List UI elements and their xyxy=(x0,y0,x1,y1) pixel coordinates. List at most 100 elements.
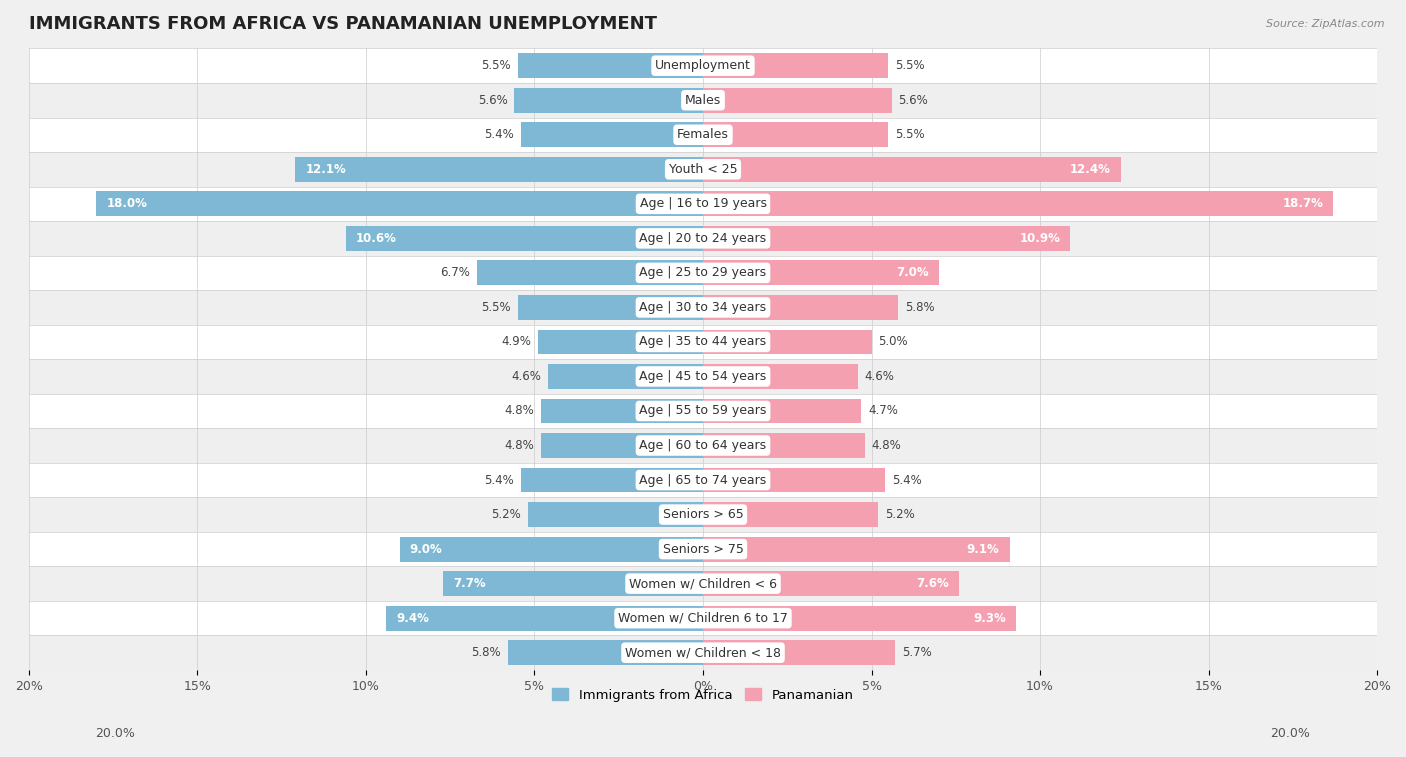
Text: 4.8%: 4.8% xyxy=(872,439,901,452)
Text: 5.4%: 5.4% xyxy=(485,128,515,142)
Bar xyxy=(387,606,703,631)
Bar xyxy=(30,635,1376,670)
Bar xyxy=(30,152,1376,186)
Bar xyxy=(703,537,1010,562)
Text: 5.2%: 5.2% xyxy=(884,508,915,521)
Bar xyxy=(477,260,703,285)
Text: 4.7%: 4.7% xyxy=(868,404,898,418)
Text: 5.4%: 5.4% xyxy=(891,474,921,487)
Bar xyxy=(703,123,889,147)
Bar xyxy=(295,157,703,182)
Text: 20.0%: 20.0% xyxy=(96,727,135,740)
Legend: Immigrants from Africa, Panamanian: Immigrants from Africa, Panamanian xyxy=(547,683,859,707)
Bar xyxy=(522,468,703,493)
Text: Age | 55 to 59 years: Age | 55 to 59 years xyxy=(640,404,766,418)
Bar xyxy=(399,537,703,562)
Bar xyxy=(538,329,703,354)
Text: 4.8%: 4.8% xyxy=(505,439,534,452)
Text: 6.7%: 6.7% xyxy=(440,266,471,279)
Text: 5.8%: 5.8% xyxy=(471,646,501,659)
Text: 18.0%: 18.0% xyxy=(107,198,148,210)
Text: Age | 20 to 24 years: Age | 20 to 24 years xyxy=(640,232,766,245)
Bar xyxy=(443,572,703,596)
Text: 5.5%: 5.5% xyxy=(481,59,510,72)
Bar xyxy=(30,48,1376,83)
Bar xyxy=(30,221,1376,256)
Bar xyxy=(527,502,703,527)
Bar xyxy=(30,359,1376,394)
Text: 5.5%: 5.5% xyxy=(481,301,510,314)
Text: 4.6%: 4.6% xyxy=(865,370,894,383)
Bar xyxy=(30,290,1376,325)
Bar xyxy=(703,157,1121,182)
Text: Seniors > 75: Seniors > 75 xyxy=(662,543,744,556)
Bar xyxy=(703,364,858,389)
Bar xyxy=(703,640,896,665)
Text: Age | 25 to 29 years: Age | 25 to 29 years xyxy=(640,266,766,279)
Text: Males: Males xyxy=(685,94,721,107)
Text: 7.6%: 7.6% xyxy=(917,577,949,590)
Text: 9.0%: 9.0% xyxy=(409,543,443,556)
Bar xyxy=(541,398,703,423)
Bar xyxy=(703,88,891,113)
Bar xyxy=(541,433,703,458)
Text: 5.6%: 5.6% xyxy=(478,94,508,107)
Text: 5.0%: 5.0% xyxy=(879,335,908,348)
Bar xyxy=(522,123,703,147)
Bar xyxy=(703,53,889,78)
Bar xyxy=(30,601,1376,635)
Text: 5.7%: 5.7% xyxy=(901,646,932,659)
Bar xyxy=(703,329,872,354)
Text: Age | 45 to 54 years: Age | 45 to 54 years xyxy=(640,370,766,383)
Text: 4.8%: 4.8% xyxy=(505,404,534,418)
Bar xyxy=(30,117,1376,152)
Bar xyxy=(515,88,703,113)
Bar xyxy=(97,192,703,217)
Bar xyxy=(30,394,1376,428)
Bar xyxy=(346,226,703,251)
Text: 18.7%: 18.7% xyxy=(1282,198,1323,210)
Text: 10.6%: 10.6% xyxy=(356,232,396,245)
Bar xyxy=(30,497,1376,532)
Text: 9.1%: 9.1% xyxy=(967,543,1000,556)
Text: Age | 65 to 74 years: Age | 65 to 74 years xyxy=(640,474,766,487)
Bar xyxy=(703,606,1017,631)
Text: 7.7%: 7.7% xyxy=(454,577,486,590)
Bar xyxy=(703,192,1333,217)
Bar xyxy=(703,398,862,423)
Text: 5.5%: 5.5% xyxy=(896,128,925,142)
Bar xyxy=(30,428,1376,463)
Text: Source: ZipAtlas.com: Source: ZipAtlas.com xyxy=(1267,19,1385,29)
Text: Women w/ Children < 6: Women w/ Children < 6 xyxy=(628,577,778,590)
Bar xyxy=(517,53,703,78)
Bar xyxy=(30,256,1376,290)
Bar xyxy=(703,468,884,493)
Text: Age | 35 to 44 years: Age | 35 to 44 years xyxy=(640,335,766,348)
Bar xyxy=(703,502,879,527)
Text: 4.9%: 4.9% xyxy=(502,335,531,348)
Text: Women w/ Children < 18: Women w/ Children < 18 xyxy=(626,646,780,659)
Bar xyxy=(30,566,1376,601)
Bar xyxy=(508,640,703,665)
Text: 5.8%: 5.8% xyxy=(905,301,935,314)
Text: 12.1%: 12.1% xyxy=(305,163,346,176)
Bar xyxy=(703,260,939,285)
Bar xyxy=(703,226,1070,251)
Text: 20.0%: 20.0% xyxy=(1271,727,1310,740)
Text: IMMIGRANTS FROM AFRICA VS PANAMANIAN UNEMPLOYMENT: IMMIGRANTS FROM AFRICA VS PANAMANIAN UNE… xyxy=(30,15,657,33)
Text: 12.4%: 12.4% xyxy=(1070,163,1111,176)
Bar xyxy=(30,463,1376,497)
Bar xyxy=(30,83,1376,117)
Text: 5.2%: 5.2% xyxy=(491,508,522,521)
Text: Unemployment: Unemployment xyxy=(655,59,751,72)
Text: 5.6%: 5.6% xyxy=(898,94,928,107)
Bar xyxy=(548,364,703,389)
Text: 9.4%: 9.4% xyxy=(396,612,429,625)
Bar xyxy=(703,572,959,596)
Text: 7.0%: 7.0% xyxy=(896,266,929,279)
Bar xyxy=(30,186,1376,221)
Text: 10.9%: 10.9% xyxy=(1019,232,1060,245)
Bar xyxy=(517,295,703,320)
Text: Age | 30 to 34 years: Age | 30 to 34 years xyxy=(640,301,766,314)
Text: Seniors > 65: Seniors > 65 xyxy=(662,508,744,521)
